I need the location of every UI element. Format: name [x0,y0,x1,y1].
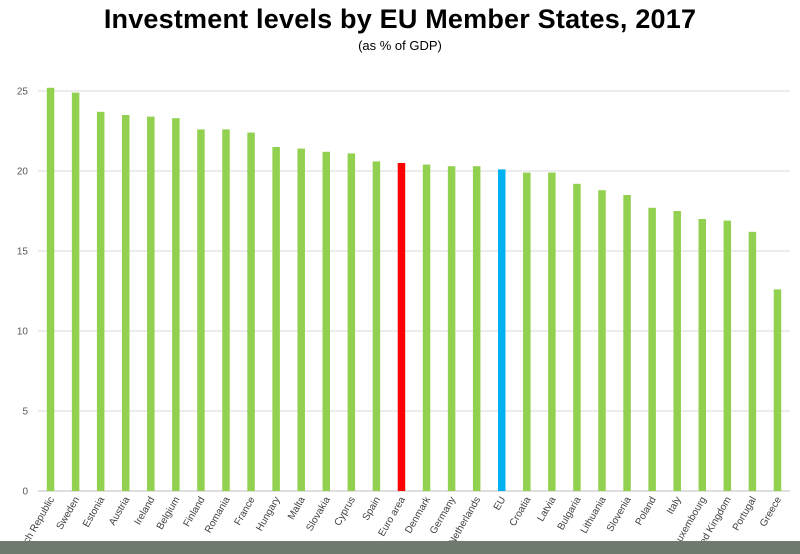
x-category-label: Croatia [508,495,534,529]
x-category-label: Latvia [536,495,559,524]
bar [598,190,606,491]
bar [322,151,331,492]
bar [723,220,732,491]
x-category-label: Sweden [55,495,83,532]
bar [623,195,631,491]
bar [548,172,556,491]
bar [147,116,155,491]
bar [573,183,581,492]
x-category-label: Estonia [81,495,107,530]
x-category-label: Romania [203,495,233,536]
x-category-label: Austria [107,495,132,528]
x-category-label: Portugal [731,495,759,533]
x-category-label: Italy [665,495,684,516]
x-category-label: Hungary [254,495,282,533]
x-category-label: Finland [182,495,208,529]
chart-title: Investment levels by EU Member States, 2… [103,4,697,34]
bar [197,129,205,491]
y-tick-label: 20 [17,167,29,178]
x-category-label: Poland [634,495,659,527]
bar [272,147,280,491]
x-category-label: Cyprus [333,495,358,528]
bar [523,172,531,491]
bar [121,115,130,491]
x-category-label: France [233,495,258,528]
x-category-label: Malta [286,495,308,522]
bar [46,87,55,492]
y-tick-label: 5 [22,407,28,418]
bar [497,169,506,491]
bar [422,164,431,491]
x-category-label: Belgium [155,495,183,532]
bar [222,129,230,491]
bar [397,163,406,491]
y-tick-label: 0 [22,487,28,498]
x-category-label: Bulgaria [556,495,584,533]
x-category-label: Slovakia [304,495,333,534]
bar [172,118,180,491]
bar [748,231,757,492]
chart-subtitle: (as % of GDP) [358,38,442,53]
bar [447,166,456,491]
x-category-label: Spain [361,495,383,523]
bar [673,211,681,491]
bar [96,111,105,492]
bar [71,92,80,491]
y-tick-label: 25 [17,87,29,98]
y-tick-label: 15 [17,247,29,258]
footer-band [0,541,800,554]
bar [297,148,305,491]
bar [773,289,782,491]
bar [472,166,481,491]
bar [372,161,381,491]
bar [698,219,707,491]
x-category-label: Slovenia [605,495,634,534]
x-category-label: EU [492,495,508,513]
x-category-label: Greece [758,495,784,529]
bar [648,207,656,492]
y-tick-label: 10 [17,327,29,338]
bar [247,132,255,491]
bar [347,153,356,491]
x-category-label: Ireland [133,495,158,527]
